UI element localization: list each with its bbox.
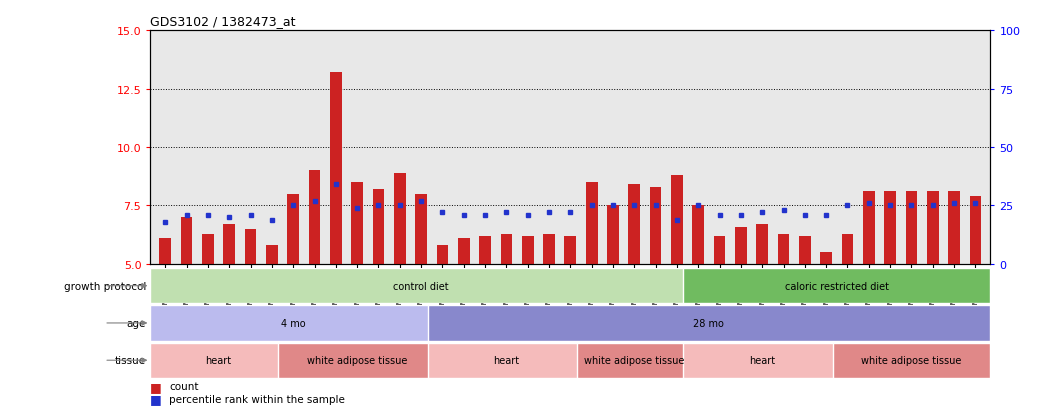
- Text: GDS3102 / 1382473_at: GDS3102 / 1382473_at: [150, 15, 296, 28]
- Bar: [820, 253, 832, 264]
- Text: growth protocol: growth protocol: [64, 281, 146, 291]
- Text: percentile rank within the sample: percentile rank within the sample: [169, 394, 345, 404]
- Text: count: count: [169, 381, 198, 391]
- Bar: [756, 225, 768, 264]
- Bar: [330, 73, 342, 264]
- Text: heart: heart: [205, 355, 231, 366]
- Bar: [905, 192, 918, 264]
- Bar: [713, 236, 726, 264]
- Bar: [287, 195, 299, 264]
- Bar: [693, 206, 704, 264]
- Bar: [671, 176, 682, 264]
- Bar: [245, 229, 256, 264]
- Text: 4 mo: 4 mo: [281, 318, 306, 328]
- Bar: [778, 234, 789, 264]
- Bar: [309, 171, 320, 264]
- Bar: [577, 343, 692, 378]
- Text: white adipose tissue: white adipose tissue: [584, 355, 684, 366]
- Bar: [927, 192, 938, 264]
- Bar: [427, 343, 585, 378]
- Bar: [735, 227, 747, 264]
- Bar: [479, 236, 491, 264]
- Bar: [948, 192, 960, 264]
- Bar: [150, 268, 692, 304]
- Bar: [427, 306, 990, 341]
- Bar: [863, 192, 874, 264]
- Text: heart: heart: [749, 355, 776, 366]
- Bar: [458, 239, 470, 264]
- Bar: [586, 183, 597, 264]
- Bar: [180, 218, 193, 264]
- Bar: [798, 236, 811, 264]
- Bar: [885, 192, 896, 264]
- Text: ■: ■: [150, 380, 162, 393]
- Bar: [202, 234, 214, 264]
- Bar: [160, 239, 171, 264]
- Bar: [278, 343, 436, 378]
- Bar: [628, 185, 640, 264]
- Bar: [415, 195, 427, 264]
- Text: white adipose tissue: white adipose tissue: [307, 355, 408, 366]
- Bar: [522, 236, 534, 264]
- Text: caloric restricted diet: caloric restricted diet: [785, 281, 889, 291]
- Bar: [150, 343, 287, 378]
- Bar: [352, 183, 363, 264]
- Bar: [150, 306, 436, 341]
- Bar: [372, 190, 385, 264]
- Bar: [833, 343, 990, 378]
- Bar: [683, 343, 841, 378]
- Bar: [842, 234, 853, 264]
- Bar: [970, 197, 981, 264]
- Bar: [437, 246, 448, 264]
- Text: control diet: control diet: [393, 281, 449, 291]
- Text: heart: heart: [494, 355, 520, 366]
- Text: age: age: [127, 318, 146, 328]
- Bar: [564, 236, 577, 264]
- Bar: [267, 246, 278, 264]
- Bar: [650, 188, 662, 264]
- Text: 28 mo: 28 mo: [694, 318, 725, 328]
- Bar: [501, 234, 512, 264]
- Text: ■: ■: [150, 392, 162, 405]
- Bar: [394, 173, 405, 264]
- Bar: [223, 225, 235, 264]
- Bar: [607, 206, 619, 264]
- Text: white adipose tissue: white adipose tissue: [862, 355, 961, 366]
- Bar: [543, 234, 555, 264]
- Bar: [683, 268, 990, 304]
- Text: tissue: tissue: [115, 355, 146, 366]
